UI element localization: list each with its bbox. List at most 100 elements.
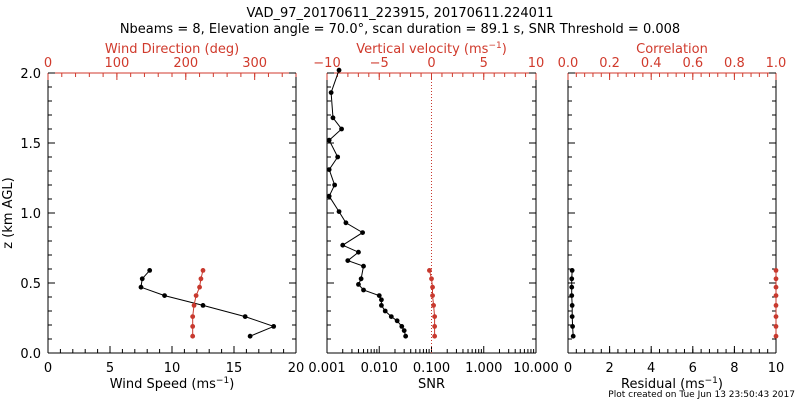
data-point-black (569, 303, 575, 308)
data-point-red (773, 333, 779, 339)
data-point-black (379, 303, 384, 308)
data-point-black (388, 314, 394, 319)
data-point-black (339, 126, 344, 132)
x-tick-label: 0.100 (413, 361, 450, 376)
data-point-black (242, 314, 248, 319)
data-point-red (190, 314, 196, 319)
top-tick-label: −10 (313, 56, 340, 71)
top-axis-label: Correlation (636, 42, 708, 57)
data-point-red (427, 268, 432, 273)
data-point-black (326, 137, 332, 143)
data-point-black (379, 297, 384, 303)
y-tick-label: 0.0 (20, 347, 41, 362)
x-tick-label: 5 (106, 361, 114, 376)
x-tick-label: 0.001 (308, 361, 345, 376)
data-point-black (340, 242, 346, 248)
data-point-black (336, 209, 342, 215)
data-point-red (430, 284, 435, 290)
data-point-red (432, 324, 438, 329)
x-tick-label: 8 (730, 361, 738, 376)
data-point-red (773, 324, 779, 329)
x-tick-label: 1.000 (465, 361, 502, 376)
data-point-black (401, 328, 407, 333)
data-point-black (358, 276, 364, 282)
x-tick-label: 0 (44, 361, 52, 376)
data-point-black (332, 182, 338, 188)
data-point-black (335, 154, 341, 160)
data-point-black (376, 293, 382, 298)
data-point-red (432, 314, 438, 319)
panel-snr: 0.001 0.010 0.100 1.000 10.000 −10 −5 0 5 10 Verti… (308, 41, 558, 392)
data-point-black (138, 284, 144, 290)
data-point-black (569, 284, 575, 290)
top-tick-label: 0.8 (724, 56, 745, 71)
data-point-black (403, 333, 409, 339)
x-tick-label: 10.000 (513, 361, 559, 376)
top-tick-label: 0.2 (599, 56, 620, 71)
data-point-red (198, 276, 204, 282)
x-tick-label: 0 (564, 361, 572, 376)
data-point-black (200, 303, 206, 308)
data-point-red (429, 276, 434, 282)
x-axis-label: Residual (ms−1) (621, 376, 723, 392)
data-point-red (773, 276, 779, 282)
data-point-red (773, 293, 779, 298)
data-point-black (569, 314, 575, 319)
x-tick-label: 15 (226, 361, 243, 376)
top-axis-label: Vertical velocity (ms−1) (356, 41, 507, 57)
x-tick-label: 20 (288, 361, 305, 376)
data-point-black (361, 263, 366, 269)
y-tick-label: 0.5 (20, 277, 41, 292)
data-point-red (190, 324, 196, 329)
data-point-black (147, 268, 153, 273)
top-tick-label: 0.0 (558, 56, 579, 71)
data-point-red (193, 293, 199, 298)
data-point-black (326, 193, 332, 199)
top-tick-label: 200 (173, 56, 198, 71)
top-tick-label: 10 (528, 56, 545, 71)
data-point-black (361, 287, 366, 293)
series-line-black (140, 270, 276, 337)
top-tick-label: 0.6 (682, 56, 703, 71)
data-point-red (773, 268, 779, 273)
data-point-black (336, 67, 342, 73)
top-tick-label: 0 (44, 56, 52, 71)
data-point-red (773, 314, 779, 319)
data-point-black (271, 324, 277, 329)
data-point-black (382, 308, 388, 314)
top-tick-label: 0.4 (641, 56, 662, 71)
data-point-black (356, 249, 361, 255)
data-point-black (162, 293, 167, 298)
y-tick-label: 2.0 (20, 67, 41, 82)
x-tick-label: 10 (768, 361, 785, 376)
data-point-red (190, 333, 196, 339)
data-point-red (432, 333, 438, 339)
data-point-black (570, 324, 575, 329)
data-point-black (569, 276, 575, 282)
y-tick-label: 1.5 (20, 137, 41, 152)
data-point-black (394, 318, 400, 324)
data-point-black (343, 220, 349, 226)
data-point-black (569, 268, 575, 273)
top-tick-label: 5 (480, 56, 488, 71)
plot-created-footer: Plot created on Tue Jun 13 23:50:43 2017 (608, 390, 795, 400)
data-point-black (345, 258, 351, 263)
series-line-black (328, 70, 407, 337)
top-tick-label: 100 (104, 56, 129, 71)
data-point-red (773, 303, 779, 308)
data-point-black (330, 115, 336, 121)
data-point-red (197, 284, 202, 290)
x-axis-label: SNR (418, 377, 445, 392)
data-point-black (360, 230, 365, 236)
data-point-black (139, 276, 145, 282)
top-tick-label: 300 (242, 56, 267, 71)
data-point-red (200, 268, 206, 273)
y-tick-label: 1.0 (20, 207, 41, 222)
figure-subtitle: Nbeams = 8, Elevation angle = 70.0°, sca… (120, 22, 680, 37)
data-point-black (570, 333, 576, 339)
data-point-red (191, 303, 197, 308)
data-point-red (773, 284, 779, 290)
data-point-black (399, 324, 405, 329)
